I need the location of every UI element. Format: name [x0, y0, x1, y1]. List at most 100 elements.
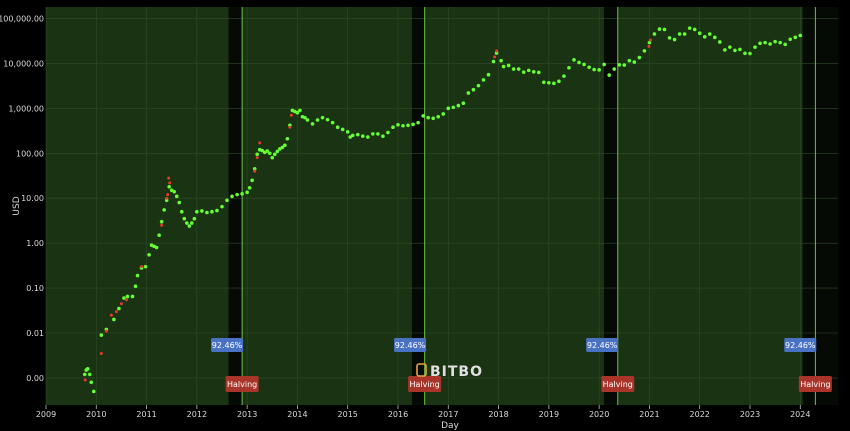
price-point — [667, 36, 672, 40]
price-point — [798, 33, 803, 38]
price-point-red — [166, 193, 170, 197]
price-point — [247, 186, 252, 190]
price-point — [320, 115, 325, 120]
price-point — [718, 40, 722, 44]
tag-label: Halving — [603, 380, 633, 389]
price-point — [200, 209, 204, 213]
x-tick-label: 2012 — [187, 410, 207, 419]
price-point — [225, 198, 229, 203]
price-point — [733, 48, 737, 53]
y-axis-ticks: 0.00 0.01 0.10 1.00 10.00 100.00 1,000.00 10,00… — [0, 14, 44, 382]
price-point-red — [99, 351, 103, 355]
x-tick-label: 2011 — [136, 410, 156, 419]
price-point — [125, 294, 130, 299]
price-point — [597, 68, 601, 72]
price-point — [494, 51, 499, 55]
price-point — [406, 123, 410, 128]
price-point — [177, 200, 182, 205]
price-point — [516, 67, 521, 71]
price-point — [682, 32, 687, 36]
price-point — [182, 216, 187, 221]
price-point — [135, 273, 140, 278]
price-point — [85, 366, 90, 371]
price-point-red — [253, 169, 257, 173]
x-tick-label: 2021 — [639, 410, 659, 419]
price-point — [778, 40, 782, 45]
price-point — [270, 155, 275, 160]
price-point — [411, 122, 415, 127]
price-point — [713, 35, 717, 40]
price-point — [91, 389, 96, 394]
price-point — [793, 35, 798, 40]
cycle-region-4 — [412, 7, 425, 405]
y-tick-label: 100.00 — [16, 149, 44, 158]
price-point — [345, 130, 350, 134]
tag-label: 92.46% — [785, 341, 816, 350]
price-point — [652, 32, 657, 36]
price-point — [577, 60, 581, 65]
cycle-region-2 — [228, 7, 243, 405]
price-point — [376, 132, 380, 136]
y-tick-label: 0.10 — [26, 284, 44, 293]
price-point — [185, 221, 189, 225]
y-tick-label: 0.00 — [26, 374, 44, 383]
price-point — [783, 42, 787, 47]
x-tick-label: 2019 — [539, 410, 559, 419]
price-point — [542, 80, 546, 85]
x-tick-label: 2009 — [36, 410, 56, 419]
price-point-red — [289, 113, 293, 117]
price-point — [122, 296, 126, 300]
price-point — [687, 26, 692, 30]
price-point — [386, 130, 390, 135]
tag-label: Halving — [227, 380, 257, 389]
tag-label: Halving — [800, 380, 830, 389]
y-tick-label: 10,000.00 — [3, 59, 44, 68]
price-point — [340, 127, 345, 132]
price-point — [366, 135, 370, 139]
price-point-red — [165, 196, 169, 200]
percent-tag: 92.46% — [394, 338, 427, 352]
price-point-red — [168, 181, 172, 185]
x-tick-label: 2017 — [438, 410, 458, 419]
price-point-red — [288, 125, 292, 129]
halving-tag: Halving — [408, 376, 442, 392]
tag-box — [784, 338, 817, 352]
price-point — [476, 83, 481, 88]
cycle-region-3 — [242, 7, 413, 405]
price-point-red — [495, 49, 499, 53]
bitbo-wordmark: BITBO — [430, 364, 483, 380]
price-point — [87, 372, 92, 377]
price-point — [567, 65, 571, 70]
price-point — [612, 67, 617, 71]
price-point — [350, 133, 355, 138]
price-point — [511, 67, 516, 71]
price-point — [267, 151, 272, 156]
price-point — [154, 245, 159, 250]
tag-box — [798, 376, 832, 392]
price-point — [255, 152, 259, 157]
price-point — [235, 192, 239, 197]
x-tick-label: 2016 — [388, 410, 408, 419]
price-point — [461, 101, 466, 106]
percent-tag: 92.46% — [211, 338, 244, 352]
price-point — [82, 372, 87, 377]
price-point-red — [255, 156, 259, 160]
price-point — [537, 70, 541, 75]
price-point — [112, 317, 116, 322]
price-point-red — [124, 298, 128, 302]
price-point — [295, 110, 300, 115]
price-point — [707, 32, 712, 36]
price-point — [672, 37, 677, 42]
price-point — [192, 216, 197, 221]
tag-label: 92.46% — [212, 341, 243, 350]
price-point — [179, 209, 184, 214]
price-point — [441, 112, 446, 116]
price-point — [325, 117, 330, 122]
y-tick-label: 100,000.00 — [0, 14, 44, 23]
price-point-red — [109, 313, 113, 317]
price-point — [763, 40, 767, 45]
price-point — [162, 208, 166, 212]
price-point — [642, 49, 647, 53]
tag-box — [394, 338, 427, 352]
